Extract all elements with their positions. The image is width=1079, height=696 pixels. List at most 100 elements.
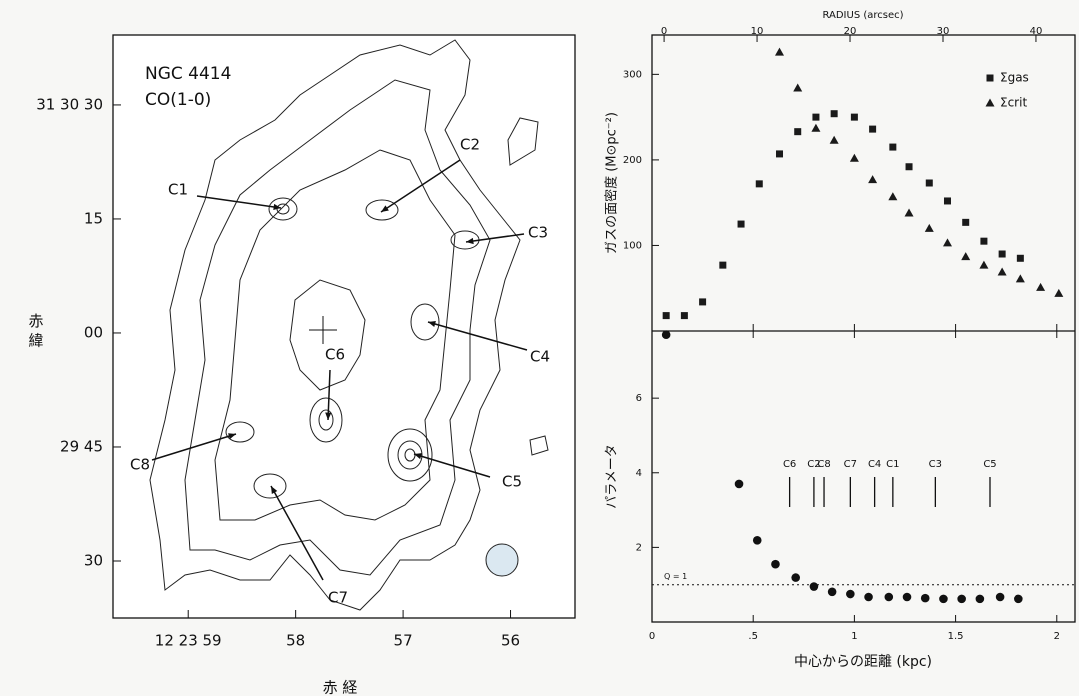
point [699,298,707,306]
plot-frame [651,34,1076,623]
x-tick-label: 56 [501,632,520,650]
cloud-label: C6 [325,346,345,364]
point [1015,274,1025,283]
contour [184,79,491,576]
arrow-head [273,203,281,211]
x2-tick-label: 40 [1030,26,1043,37]
x-tick-label: 0 [649,631,655,642]
x-tick-label: .5 [748,631,758,642]
point [980,237,988,245]
y-tick-label: 6 [636,393,642,404]
cloud-marker-label: C5 [983,459,996,470]
point [1036,282,1046,291]
point [737,220,745,228]
arrow [196,195,282,209]
cloud-marker-label: C7 [844,459,857,470]
x2-tick-label: 20 [844,26,857,37]
legend-marker [986,74,994,82]
point [1014,594,1023,604]
arrow-head [466,237,474,245]
legend-label: Σgas [1000,71,1029,85]
contour [214,149,456,521]
y-tick-label: 4 [636,468,642,479]
y-tick-label: 300 [623,69,642,80]
point [830,110,838,118]
contour [253,473,287,499]
contour-map [112,34,576,619]
y-tick-label: 30 [84,551,103,569]
point [850,113,858,121]
arrow-head [271,486,278,494]
beam [485,543,519,577]
point [920,593,930,603]
y-tick-label: 2 [636,542,642,553]
y-axis-label: パラメータ [605,444,620,509]
cloud-marker-label: C8 [817,459,830,470]
point [661,330,671,340]
point [902,592,912,602]
point [924,223,934,232]
arrow-head [414,453,422,460]
x2-axis-label: RADIUS (arcsec) [822,10,903,21]
x2-tick-label: 0 [661,26,667,37]
point [662,312,670,320]
point [846,589,855,599]
point [975,594,985,604]
point [868,175,878,184]
x-tick-label: 1 [851,631,857,642]
point [904,208,914,217]
x-tick-label: 12 23 59 [155,632,222,650]
x2-tick-label: 30 [937,26,950,37]
x-tick-label: 2 [1054,631,1060,642]
point [755,180,763,188]
map-background [113,35,575,618]
point [939,594,948,604]
legend-marker [985,98,995,107]
point [889,143,897,151]
point [811,123,821,132]
point [794,128,802,136]
cloud-marker-label: C2 [807,459,820,470]
point [752,535,762,545]
point [1016,254,1024,262]
point [961,252,971,261]
cloud-marker-label: C4 [868,459,881,470]
y-axis-label: ガスの面密度 (M⊙pc⁻²) [604,112,620,254]
x-axis-label: 中心からの距離 (kpc) [794,653,932,670]
cloud-label: C4 [530,348,550,366]
legend-label: Σcrit [1000,96,1027,110]
y-tick-label: 100 [623,240,642,251]
point [905,163,913,171]
point [942,238,952,247]
point [812,113,820,121]
outer-contour [149,39,521,611]
point [925,179,933,187]
arrow [427,321,528,351]
y-tick-label: 29 45 [60,437,103,455]
point [734,479,744,489]
point [979,260,989,269]
cloud-label: C2 [460,136,480,154]
point [869,125,877,133]
contour [387,428,433,482]
contour [410,303,440,341]
cloud-marker-label: C1 [886,459,899,470]
y-tick-label: 00 [84,323,103,341]
point [809,582,819,591]
point [791,573,800,582]
contour [225,421,255,443]
arrow-head [325,412,332,420]
x-axis-label: 赤 経 [323,679,358,696]
point [776,150,784,158]
map-frame [112,34,576,619]
arrow-head [428,321,436,328]
contour [309,397,343,443]
arrow [151,433,237,461]
point [888,192,898,201]
cloud-label: C8 [130,456,150,474]
point [793,83,803,92]
map-title: NGC 4414 [145,64,231,84]
map-subtitle: CO(1-0) [145,90,211,110]
x2-tick-label: 10 [751,26,764,37]
